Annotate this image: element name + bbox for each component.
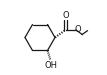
Text: O: O	[75, 25, 81, 34]
Text: OH: OH	[44, 61, 57, 70]
Text: O: O	[62, 11, 69, 20]
